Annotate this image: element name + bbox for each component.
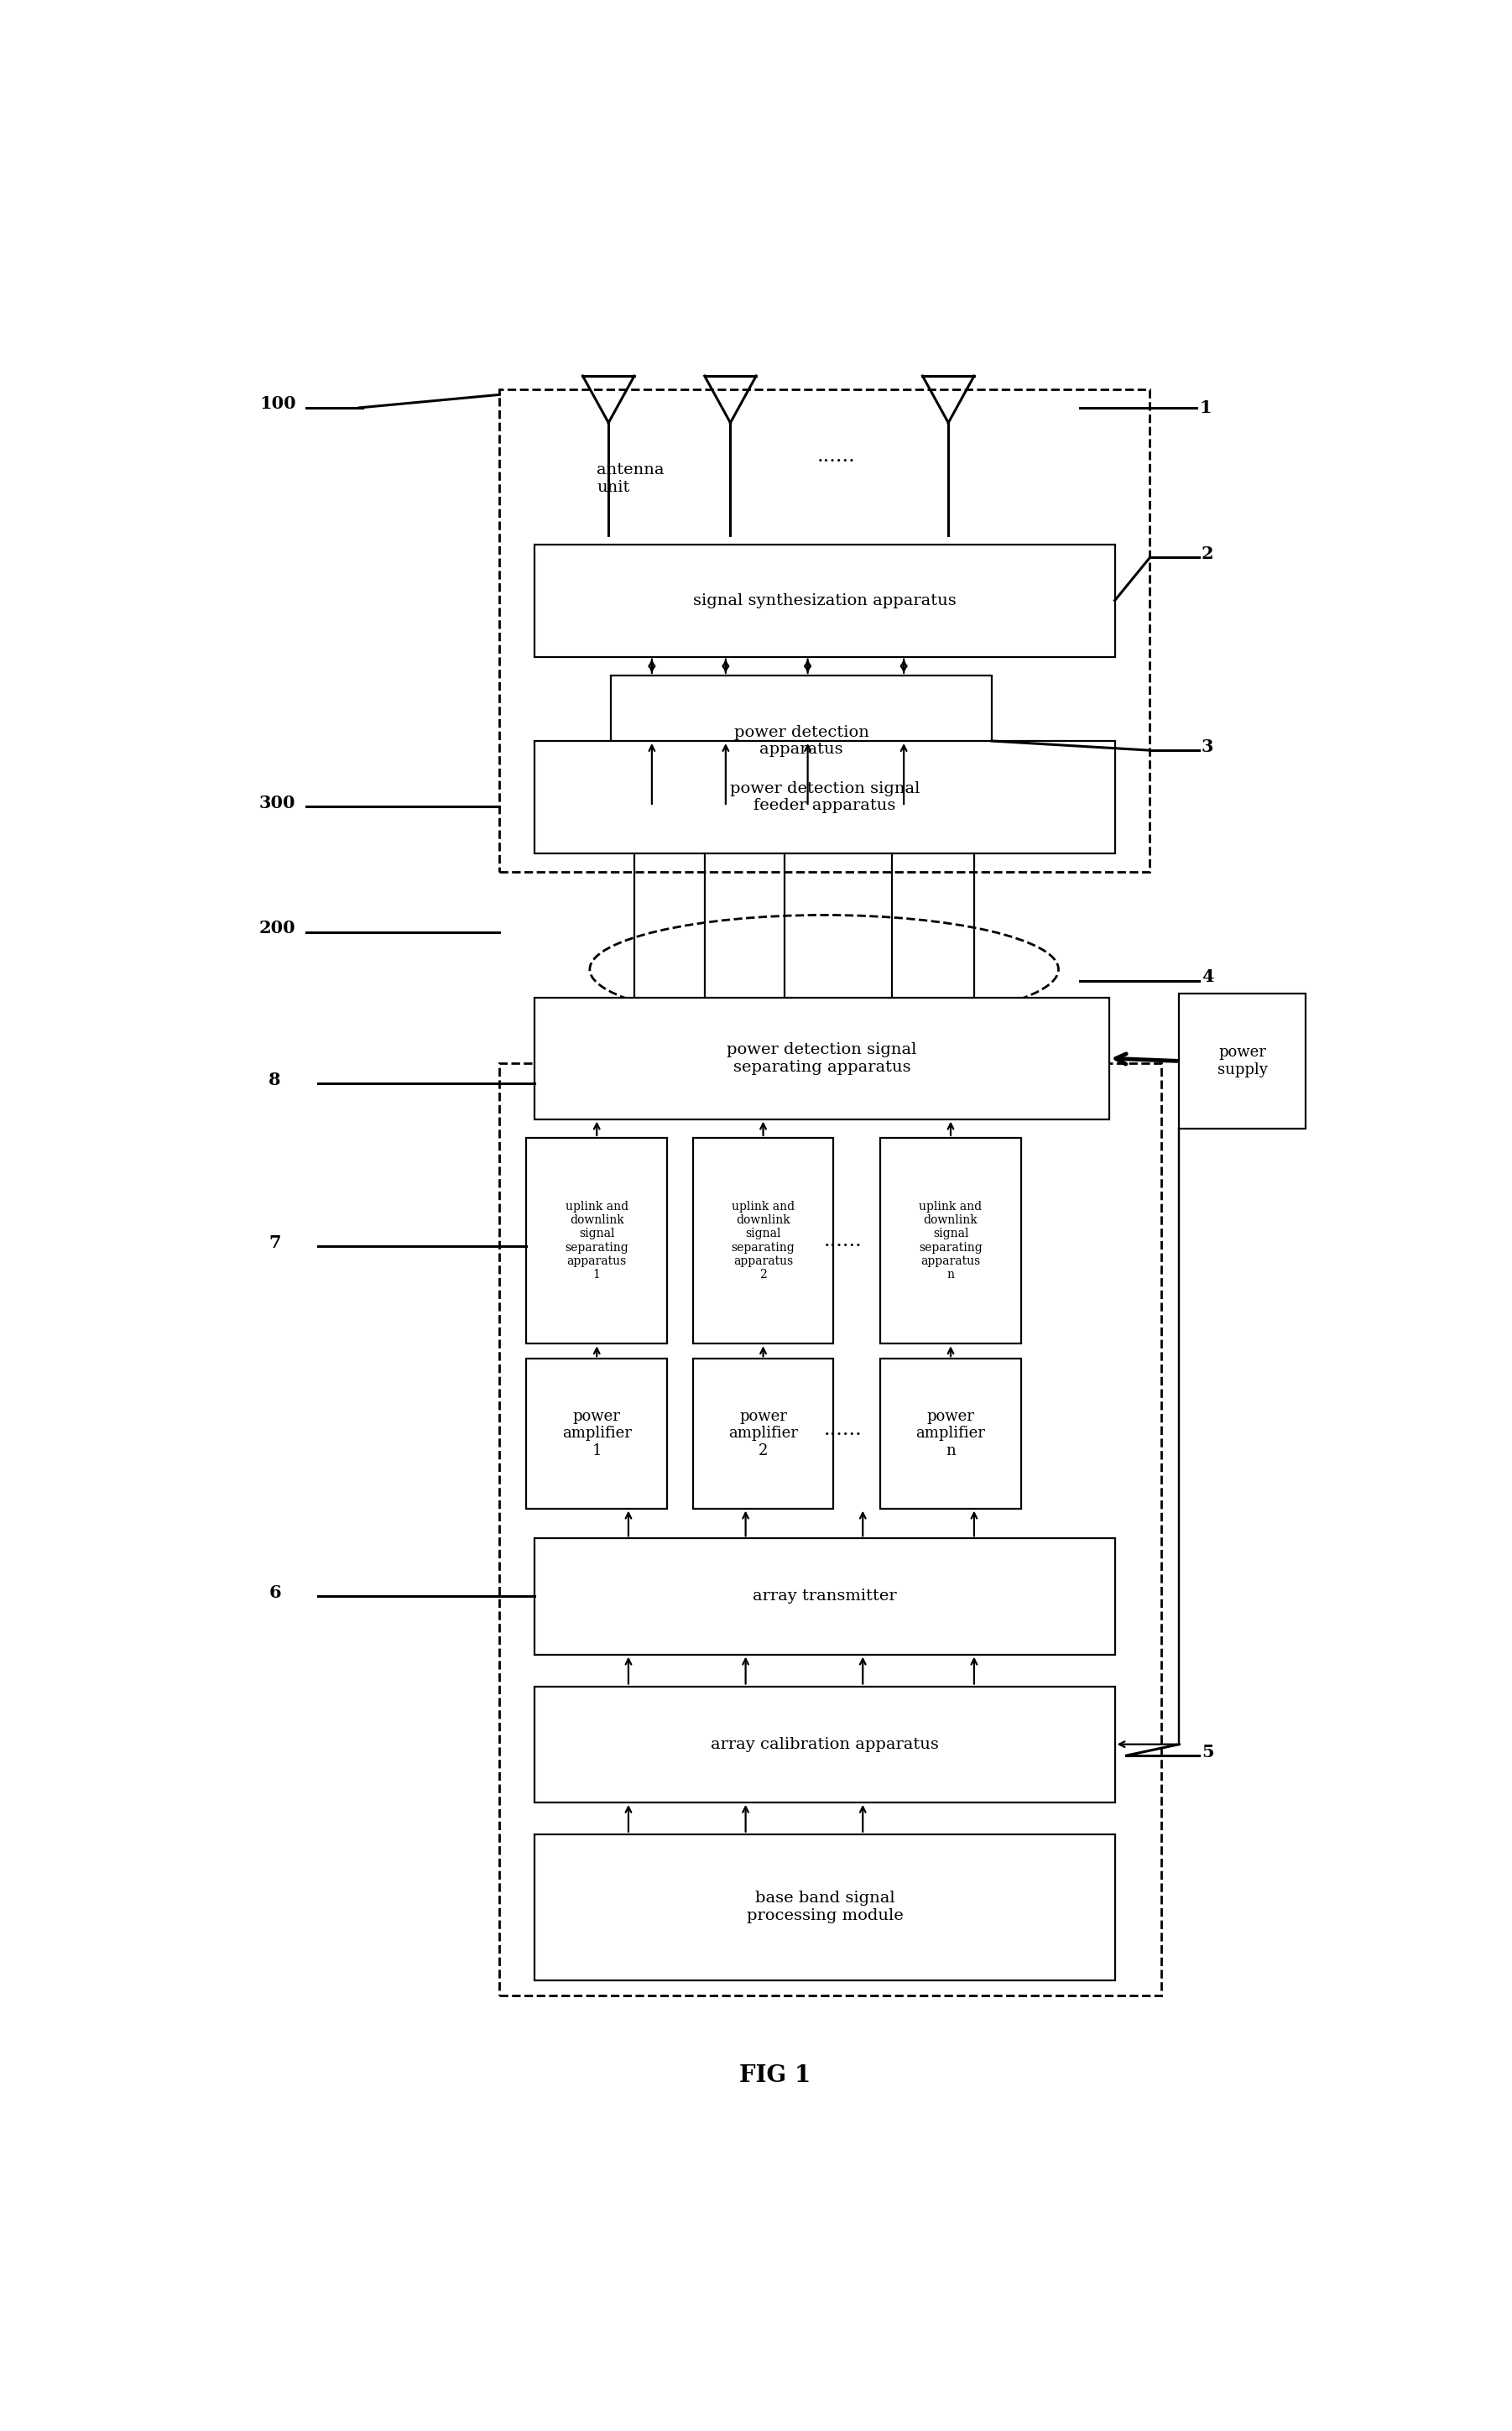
Text: 5: 5 xyxy=(1202,1743,1214,1760)
Bar xyxy=(499,389,1151,873)
Text: uplink and
downlink
signal
separating
apparatus
1: uplink and downlink signal separating ap… xyxy=(565,1201,629,1281)
Text: power detection signal
feeder apparatus: power detection signal feeder apparatus xyxy=(730,780,919,814)
Text: antenna
unit: antenna unit xyxy=(597,462,664,496)
Bar xyxy=(1179,994,1306,1128)
Bar xyxy=(692,1138,833,1344)
Bar xyxy=(535,741,1114,853)
Bar xyxy=(692,1359,833,1507)
Text: uplink and
downlink
signal
separating
apparatus
n: uplink and downlink signal separating ap… xyxy=(919,1201,983,1281)
Text: 4: 4 xyxy=(1202,968,1214,985)
Text: 6: 6 xyxy=(269,1585,281,1602)
Bar xyxy=(880,1138,1021,1344)
Text: 8: 8 xyxy=(269,1072,281,1089)
Text: uplink and
downlink
signal
separating
apparatus
2: uplink and downlink signal separating ap… xyxy=(732,1201,795,1281)
Text: 2: 2 xyxy=(1202,545,1214,562)
Text: power
supply: power supply xyxy=(1217,1045,1267,1077)
Bar xyxy=(535,997,1108,1118)
Text: power
amplifier
2: power amplifier 2 xyxy=(729,1408,798,1459)
Text: base band signal
processing module: base band signal processing module xyxy=(747,1891,903,1923)
Text: 100: 100 xyxy=(260,396,296,413)
Text: 300: 300 xyxy=(260,795,296,812)
Bar xyxy=(535,1833,1114,1981)
Text: array transmitter: array transmitter xyxy=(753,1590,897,1604)
Bar xyxy=(535,1687,1114,1801)
Bar xyxy=(880,1359,1021,1507)
Bar xyxy=(526,1359,667,1507)
Text: power
amplifier
n: power amplifier n xyxy=(916,1408,986,1459)
Text: FIG 1: FIG 1 xyxy=(739,2064,810,2086)
Bar xyxy=(611,676,992,807)
Text: ......: ...... xyxy=(824,1420,862,1439)
Text: power detection
apparatus: power detection apparatus xyxy=(733,724,869,756)
Text: 200: 200 xyxy=(260,919,296,936)
Text: 3: 3 xyxy=(1202,739,1214,756)
Text: power detection signal
separating apparatus: power detection signal separating appara… xyxy=(727,1043,916,1075)
Bar xyxy=(535,545,1114,656)
Text: ......: ...... xyxy=(816,447,854,467)
Text: 1: 1 xyxy=(1199,399,1211,416)
Bar xyxy=(526,1138,667,1344)
Bar xyxy=(499,1062,1161,1996)
Text: power
amplifier
1: power amplifier 1 xyxy=(562,1408,632,1459)
Text: ......: ...... xyxy=(824,1230,862,1250)
Text: signal synthesization apparatus: signal synthesization apparatus xyxy=(692,593,956,608)
Text: 7: 7 xyxy=(269,1235,281,1252)
Bar xyxy=(535,1539,1114,1656)
Text: array calibration apparatus: array calibration apparatus xyxy=(711,1736,939,1753)
